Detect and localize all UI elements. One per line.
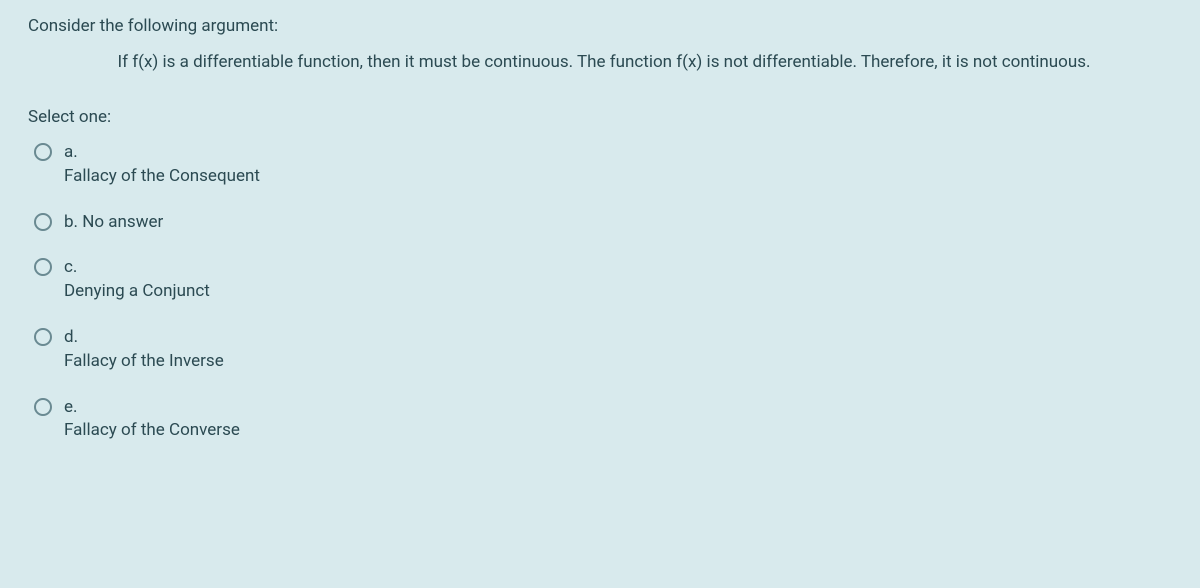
question-container: Consider the following argument: If f(x)… [0, 0, 1200, 588]
options-list: a. Fallacy of the Consequent b. No answe… [28, 141, 1172, 443]
question-intro: Consider the following argument: [28, 14, 1172, 40]
option-text: Fallacy of the Consequent [64, 165, 260, 189]
radio-icon[interactable] [34, 398, 52, 416]
option-body: c. Denying a Conjunct [64, 256, 210, 304]
option-d[interactable]: d. Fallacy of the Inverse [34, 326, 1172, 374]
select-one-label: Select one: [28, 107, 1172, 127]
option-letter: c. [64, 256, 210, 280]
question-argument: If f(x) is a differentiable function, th… [28, 50, 1172, 76]
option-b[interactable]: b. No answer [34, 211, 1172, 235]
option-body: e. Fallacy of the Converse [64, 396, 240, 444]
option-body: d. Fallacy of the Inverse [64, 326, 224, 374]
option-text: No answer [82, 212, 163, 232]
option-letter: d. [64, 326, 224, 350]
option-body: b. No answer [64, 211, 163, 235]
option-text: Fallacy of the Converse [64, 419, 240, 443]
radio-icon[interactable] [34, 258, 52, 276]
option-c[interactable]: c. Denying a Conjunct [34, 256, 1172, 304]
radio-icon[interactable] [34, 143, 52, 161]
option-a[interactable]: a. Fallacy of the Consequent [34, 141, 1172, 189]
option-letter: a. [64, 141, 260, 165]
option-text: Fallacy of the Inverse [64, 350, 224, 374]
radio-icon[interactable] [34, 213, 52, 231]
option-inline: b. No answer [64, 211, 163, 235]
option-letter: e. [64, 396, 240, 420]
option-text: Denying a Conjunct [64, 280, 210, 304]
radio-icon[interactable] [34, 328, 52, 346]
option-e[interactable]: e. Fallacy of the Converse [34, 396, 1172, 444]
option-letter: b. [64, 212, 78, 232]
option-body: a. Fallacy of the Consequent [64, 141, 260, 189]
